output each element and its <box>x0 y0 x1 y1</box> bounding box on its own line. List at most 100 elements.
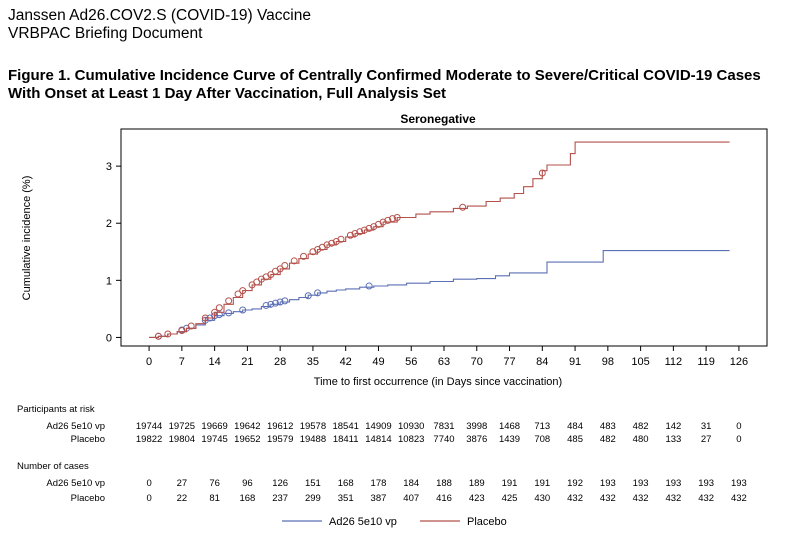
placebo-censor-mark <box>154 332 162 340</box>
cases-placebo-value: 432 <box>731 493 747 504</box>
cases-vaccine-value: 191 <box>534 478 550 489</box>
placebo-censor-mark <box>360 226 368 234</box>
cases-placebo-value: 432 <box>600 493 616 504</box>
x-tick-label: 28 <box>274 356 286 368</box>
placebo-censor-mark <box>351 230 359 238</box>
vaccine-censor-mark <box>365 282 373 290</box>
risk-placebo-value: 0 <box>736 434 741 445</box>
placebo-censor-mark <box>346 231 354 239</box>
cases-placebo-value: 299 <box>305 493 321 504</box>
cases-placebo-value: 416 <box>436 493 452 504</box>
risk-vaccine-value: 18541 <box>332 421 358 432</box>
cases-placebo-value: 168 <box>239 493 255 504</box>
risk-placebo-value: 10823 <box>398 434 424 445</box>
cases-placebo-value: 387 <box>371 493 387 504</box>
risk-vaccine-value: 19642 <box>234 421 260 432</box>
y-axis: 0 1 2 3 <box>106 161 121 344</box>
placebo-censor-mark <box>290 257 298 265</box>
risk-placebo-value: 482 <box>600 434 616 445</box>
risk-placebo-value: 19488 <box>300 434 326 445</box>
x-tick-label: 42 <box>340 356 352 368</box>
risk-vaccine-value: 19612 <box>267 421 293 432</box>
vaccine-curve <box>149 250 730 338</box>
vaccine-censor-mark <box>271 299 279 307</box>
risk-placebo-value: 18411 <box>333 434 359 445</box>
placebo-censor-mark <box>225 297 233 305</box>
vaccine-censor-mark <box>281 297 289 305</box>
cases-vaccine-value: 96 <box>242 478 253 489</box>
x-axis: 0 7 14 21 28 35 42 49 56 63 70 77 84 91 98 105 112 119 126 <box>146 346 748 368</box>
risk-vaccine-value: 713 <box>534 421 550 432</box>
cases-vaccine-value: 151 <box>305 478 321 489</box>
placebo-censor-mark <box>459 203 467 211</box>
x-tick-label: 105 <box>631 356 649 368</box>
x-tick-label: 63 <box>438 356 450 368</box>
placebo-curve <box>149 141 730 338</box>
risk-vaccine-value: 19669 <box>201 421 227 432</box>
placebo-censor-mark <box>337 235 345 243</box>
risk-placebo-value: 708 <box>534 434 550 445</box>
placebo-censor-mark <box>178 327 186 335</box>
risk-vaccine-value: 1468 <box>499 421 520 432</box>
risk-table-heading: Participants at risk <box>17 404 95 415</box>
risk-row-label-placebo: Placebo <box>71 434 105 445</box>
cases-placebo-value: 0 <box>146 493 151 504</box>
risk-placebo-value: 3876 <box>466 434 487 445</box>
risk-vaccine-value: 483 <box>600 421 616 432</box>
risk-vaccine-value: 19744 <box>136 421 162 432</box>
legend: Ad26 5e10 vp Placebo <box>282 516 507 528</box>
placebo-censor-mark <box>323 241 331 249</box>
risk-placebo-value: 19579 <box>267 434 293 445</box>
placebo-censor-mark <box>234 290 242 298</box>
cases-vaccine-value: 191 <box>502 478 518 489</box>
cases-vaccine-value: 27 <box>177 478 188 489</box>
risk-vaccine-value: 0 <box>736 421 741 432</box>
cases-vaccine-value: 76 <box>209 478 220 489</box>
cases-vaccine-value: 193 <box>665 478 681 489</box>
risk-placebo-value: 14814 <box>365 434 391 445</box>
cases-row-label-placebo: Placebo <box>71 493 105 504</box>
legend-label-vaccine: Ad26 5e10 vp <box>329 516 397 528</box>
placebo-censor-mark <box>267 271 275 279</box>
cases-placebo-value: 423 <box>469 493 485 504</box>
legend-label-placebo: Placebo <box>467 516 507 528</box>
placebo-censor-mark <box>379 218 387 226</box>
cases-vaccine-value: 126 <box>272 478 288 489</box>
x-tick-label: 126 <box>730 356 748 368</box>
risk-placebo-value: 19745 <box>201 434 227 445</box>
cases-vaccine-value: 178 <box>371 478 387 489</box>
risk-placebo-value: 7740 <box>433 434 454 445</box>
cases-vaccine-value: 188 <box>436 478 452 489</box>
cases-table-heading: Number of cases <box>17 461 89 472</box>
x-tick-label: 7 <box>179 356 185 368</box>
placebo-censor-mark <box>211 308 219 316</box>
cases-vaccine-value: 193 <box>633 478 649 489</box>
series-group <box>149 141 730 340</box>
x-tick-label: 70 <box>471 356 483 368</box>
x-axis-label: Time to first occurrence (in Days since … <box>314 376 562 388</box>
cases-placebo-value: 432 <box>665 493 681 504</box>
y-tick-label: 1 <box>106 275 112 287</box>
cases-placebo-value: 425 <box>502 493 518 504</box>
placebo-censor-mark <box>281 261 289 269</box>
cases-vaccine-value: 189 <box>469 478 485 489</box>
placebo-censor-mark <box>538 169 546 177</box>
risk-vaccine-value: 142 <box>665 421 681 432</box>
risk-vaccine-value: 19578 <box>300 421 326 432</box>
risk-vaccine-value: 14909 <box>365 421 391 432</box>
cases-placebo-value: 407 <box>403 493 419 504</box>
figure-caption: Figure 1. Cumulative Incidence Curve of … <box>8 67 761 102</box>
placebo-censor-mark <box>201 314 209 322</box>
risk-row-label-vaccine: Ad26 5e10 vp <box>46 421 105 432</box>
risk-vaccine-value: 484 <box>567 421 583 432</box>
cases-placebo-value: 237 <box>272 493 288 504</box>
placebo-censor-mark <box>393 214 401 222</box>
cases-vaccine-value: 192 <box>567 478 583 489</box>
x-tick-label: 77 <box>503 356 515 368</box>
cases-placebo-value: 432 <box>567 493 583 504</box>
cases-placebo-value: 351 <box>338 493 354 504</box>
risk-vaccine-value: 31 <box>701 421 712 432</box>
vaccine-censor-mark <box>225 309 233 317</box>
placebo-censor-mark <box>328 239 336 247</box>
cases-vaccine-value: 193 <box>698 478 714 489</box>
